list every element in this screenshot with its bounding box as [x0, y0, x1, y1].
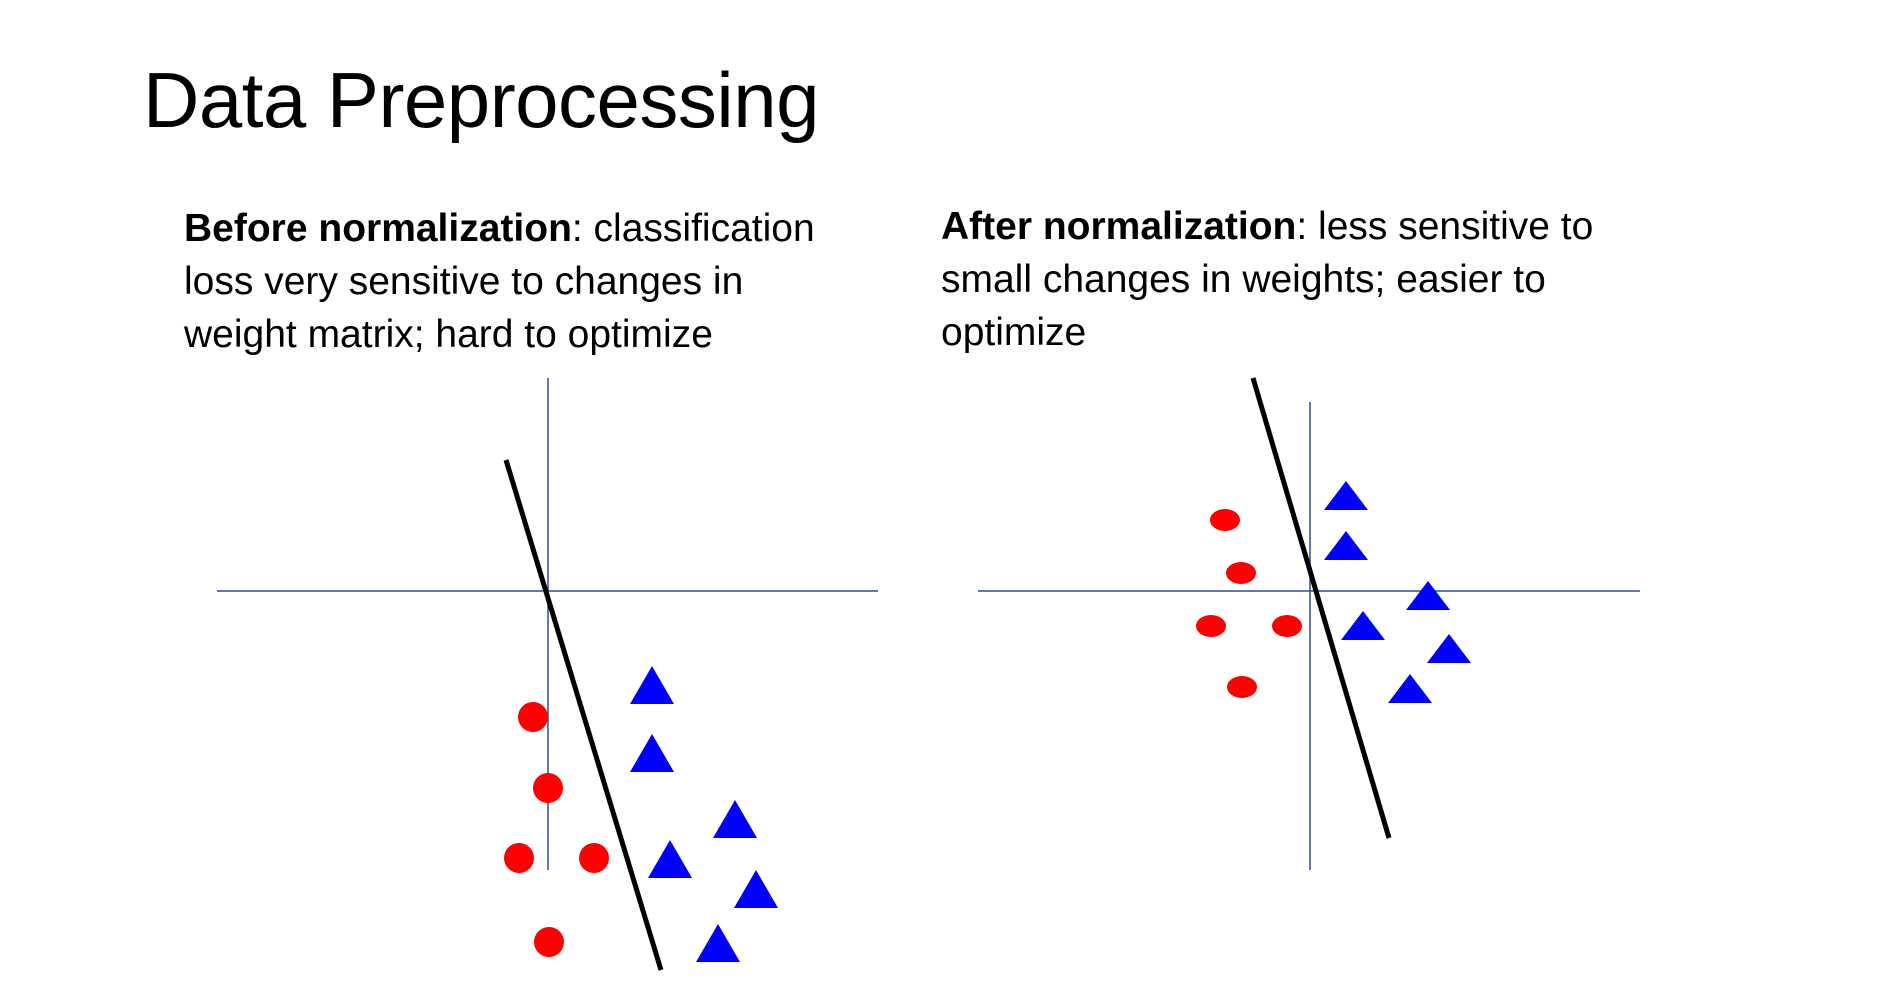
right-blue-triangle [1341, 611, 1385, 640]
right-red-point [1272, 615, 1302, 637]
left-red-point [533, 773, 563, 803]
right-red-point [1227, 676, 1257, 698]
caption-before-text: : classification loss very sensitive to … [184, 207, 815, 356]
right-decision-boundary [1250, 377, 1392, 839]
left-blue-triangle [696, 924, 740, 962]
caption-before-normalization: Before normalization: classification los… [184, 202, 864, 361]
left-red-point [579, 843, 609, 873]
caption-after-bold: After normalization [941, 205, 1297, 248]
right-blue-triangle [1406, 581, 1450, 610]
right-red-point [1196, 615, 1226, 637]
caption-before-bold: Before normalization [184, 207, 572, 250]
left-red-point [534, 927, 564, 957]
left-blue-triangle [734, 870, 778, 908]
left-red-point [504, 843, 534, 873]
right-blue-triangle [1324, 481, 1368, 510]
caption-after-text: : less sensitive to small changes in wei… [941, 205, 1594, 354]
left-blue-triangle [630, 666, 674, 704]
left-blue-triangle [630, 734, 674, 772]
left-red-point [518, 702, 548, 732]
left-blue-triangle [648, 840, 692, 878]
right-red-point [1226, 562, 1256, 584]
right-red-point [1210, 509, 1240, 531]
right-blue-triangle [1388, 674, 1432, 703]
left-decision-boundary [503, 459, 664, 971]
right-blue-triangle [1324, 531, 1368, 560]
caption-after-normalization: After normalization: less sensitive to s… [941, 200, 1661, 359]
panel-before-normalization [217, 378, 878, 971]
slide-title: Data Preprocessing [143, 56, 820, 144]
right-blue-triangle [1427, 634, 1471, 663]
left-blue-triangle [713, 800, 757, 838]
panel-after-normalization [978, 377, 1640, 870]
